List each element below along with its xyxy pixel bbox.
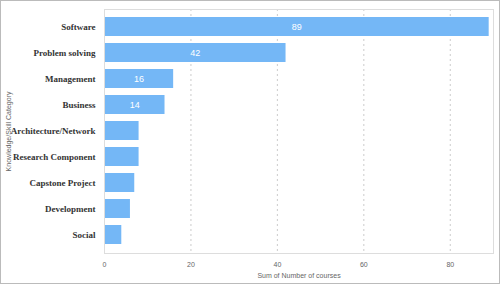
svg-text:Capstone Project: Capstone Project bbox=[29, 178, 95, 188]
svg-text:0: 0 bbox=[103, 261, 107, 268]
svg-text:Problem solving: Problem solving bbox=[33, 48, 96, 58]
svg-text:Software: Software bbox=[61, 22, 95, 32]
svg-text:Business: Business bbox=[62, 100, 96, 110]
svg-text:Management: Management bbox=[45, 74, 96, 84]
svg-text:14: 14 bbox=[130, 100, 140, 110]
svg-text:16: 16 bbox=[134, 74, 144, 84]
svg-text:80: 80 bbox=[446, 261, 454, 268]
svg-text:20: 20 bbox=[187, 261, 195, 268]
svg-text:89: 89 bbox=[292, 22, 302, 32]
svg-text:40: 40 bbox=[273, 261, 281, 268]
svg-text:Development: Development bbox=[45, 204, 96, 214]
svg-text:42: 42 bbox=[190, 48, 200, 58]
svg-text:Research Component: Research Component bbox=[13, 152, 96, 162]
svg-text:Knowledge/Skill Category: Knowledge/Skill Category bbox=[5, 91, 13, 171]
svg-text:Architecture/Network: Architecture/Network bbox=[11, 126, 96, 136]
svg-text:Social: Social bbox=[72, 230, 96, 240]
svg-text:60: 60 bbox=[360, 261, 368, 268]
svg-text:Sum of Number of courses: Sum of Number of courses bbox=[257, 272, 341, 279]
